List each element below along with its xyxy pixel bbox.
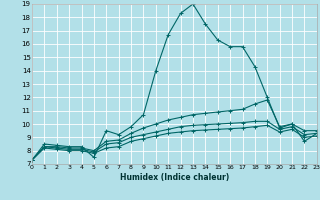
X-axis label: Humidex (Indice chaleur): Humidex (Indice chaleur): [120, 173, 229, 182]
